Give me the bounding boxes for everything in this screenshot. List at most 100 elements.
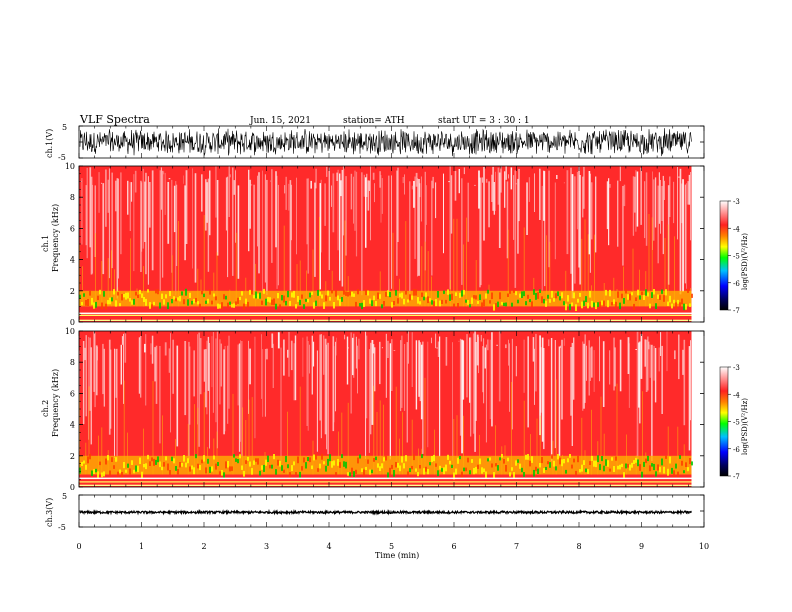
ch1-spectrogram-band-cell — [453, 303, 455, 307]
ch1-spectrogram-streak — [595, 176, 597, 253]
ch2-spectrogram-streak — [391, 339, 393, 391]
ch2-spectrogram-streak — [487, 339, 489, 351]
ch2-spectrogram-band-cell — [645, 458, 647, 464]
ch1-spectrogram-band-cell — [403, 298, 405, 305]
ch1-spectrogram-band-cell — [193, 298, 195, 304]
ch1-spectrogram-band-cell — [497, 301, 499, 308]
ch1-spectrogram-band-cell — [363, 300, 365, 307]
ch1-waveform-ticks — [79, 125, 704, 159]
ch1-spectrogram-yellow-streak — [405, 221, 407, 307]
ch1-spectrogram-streak — [609, 184, 611, 188]
ch2-spectrogram-band-cell — [451, 464, 453, 468]
ch1-spectrogram-streak — [664, 180, 665, 200]
ch2-spectrogram-streak — [336, 337, 337, 356]
ch2-spectrogram-band-cell — [199, 465, 201, 471]
ch2-spectrogram-streak — [184, 341, 187, 416]
ch2-spectrogram-band-cell — [401, 456, 403, 463]
ch1-spectrogram-streak — [508, 174, 509, 179]
ch1-spectrogram-streak — [332, 173, 335, 233]
ch1-spectrogram-streak — [354, 170, 356, 231]
ch2-spectrogram-band-cell — [167, 463, 169, 471]
ch2-spectrogram-streak — [319, 334, 321, 421]
ch1-spectrogram-streak — [228, 166, 230, 217]
ch1-spectrogram-band-cell — [263, 288, 265, 294]
ch1-spectrogram-streak — [339, 173, 341, 281]
ch1-spectrogram-band-cell — [613, 299, 615, 305]
ch1-spectrogram-streak — [271, 169, 273, 263]
ch1-spectrogram-band-cell — [469, 304, 471, 308]
ch2-spectrogram-streak — [189, 346, 191, 425]
ch2-spectrogram-band-cell — [447, 454, 449, 460]
ch1-spectrogram-band-cell — [279, 304, 281, 309]
ch2-spectrogram-yellow-streak — [197, 407, 199, 475]
ch2-spectrogram-band-cell — [629, 464, 631, 471]
ch1-spectrogram-streak — [185, 170, 188, 244]
ch1-spectrogram-band-cell — [135, 291, 137, 296]
ch2-spectrogram-band-cell — [399, 465, 401, 472]
ch1-spectrogram-streak — [120, 172, 122, 255]
ch1-spectrogram-streak — [216, 180, 219, 256]
ch2-spectrogram-yellow-streak — [511, 381, 512, 475]
ch2-spectrogram-band-cell — [339, 462, 341, 468]
ch2-spectrogram-yellow-streak — [216, 431, 218, 475]
ch2-spectrogram-band-cell — [263, 464, 265, 472]
ch1-spectrogram-band-cell — [509, 289, 511, 294]
ch2-spectrogram-streak — [472, 333, 475, 434]
ch1-colorbar — [719, 200, 729, 311]
ch1-spectrogram-streak — [479, 177, 481, 288]
ch2-spectrogram-yellow-streak — [203, 392, 205, 475]
ch1-spectrogram-band-cell — [133, 298, 135, 305]
ch1-spectrogram-band-cell — [355, 301, 357, 308]
ch2-spectrogram-band-cell — [333, 460, 335, 466]
ch1-waveform-line — [79, 128, 692, 157]
ch2-spectrogram-band-cell — [299, 471, 301, 479]
ch2-spectrogram-band-cell — [453, 472, 455, 480]
ch1-spectrogram-streak — [258, 172, 260, 274]
ch1-spectrogram-band-cell — [597, 302, 599, 307]
ch2-spectrogram-streak — [264, 349, 266, 417]
ch1-spectrogram-streak — [495, 171, 496, 211]
ch2-spectrogram-band-cell — [503, 459, 505, 464]
ch1-spectrogram-band-cell — [249, 289, 251, 295]
ch1-spectrogram-streak — [619, 166, 621, 182]
ch2-spectrogram-band-cell — [545, 466, 547, 470]
ch1-spectrogram-streak — [570, 167, 572, 274]
ch1-spectrogram-band-cell — [97, 295, 99, 301]
ch1-spectrogram-band-cell — [293, 290, 295, 298]
ch1-spectrogram-streak — [461, 178, 463, 285]
ch2-spectrogram-band-cell — [207, 458, 209, 464]
ch2-colorbar-tick-label: -6 — [733, 446, 740, 454]
ch2-spectrogram-band-cell — [235, 458, 237, 462]
ch1-spectrogram-yellow-streak — [523, 227, 525, 307]
ch2-spectrogram-band-cell — [471, 459, 473, 463]
ch1-spectrogram-streak — [680, 183, 683, 224]
time-axis-label: Time (min) — [375, 551, 419, 560]
ch2-spectrogram-band-cell — [231, 466, 233, 471]
ch2-spectrogram-band-cell — [99, 461, 101, 466]
ch1-spectrogram-band-cell — [409, 294, 411, 301]
ch1-spectrogram-yellow-streak — [594, 234, 595, 307]
ch2-spectrogram-band-cell — [433, 454, 435, 462]
ch1-spectrogram-streak — [141, 182, 143, 252]
ch2-spectrogram-band-cell — [411, 465, 413, 470]
ch2-spectrogram-streak — [216, 331, 218, 449]
ch2-spectrogram-ytick-tick-label: 2 — [70, 452, 75, 461]
ch1-spectrogram-band-cell — [467, 300, 469, 305]
ch1-spectrogram-streak — [514, 170, 517, 288]
ch1-spectrogram-streak — [233, 180, 235, 195]
ch2-spectrogram-streak — [138, 337, 140, 394]
time-axis-tick-label: 6 — [451, 542, 456, 551]
ch2-spectrogram-streak — [198, 332, 200, 447]
ch2-spectrogram-band-cell — [441, 468, 443, 472]
ch2-spectrogram-band-cell — [541, 457, 543, 464]
ch1-spectrogram-band-cell — [601, 300, 603, 305]
ch1-spectrogram-streak — [353, 176, 354, 224]
ch2-spectrogram-streak — [452, 342, 453, 461]
ch1-spectrogram-yellow-streak — [95, 233, 96, 307]
ch1-spectrogram-band-cell — [243, 303, 245, 310]
ch2-spectrogram-band-cell — [641, 471, 643, 479]
ch1-spectrogram-streak — [171, 179, 173, 273]
ch1-spectrogram-band-cell — [213, 293, 215, 297]
time-axis-tick-label: 4 — [326, 542, 331, 551]
ch1-spectrogram-streak — [449, 166, 451, 290]
